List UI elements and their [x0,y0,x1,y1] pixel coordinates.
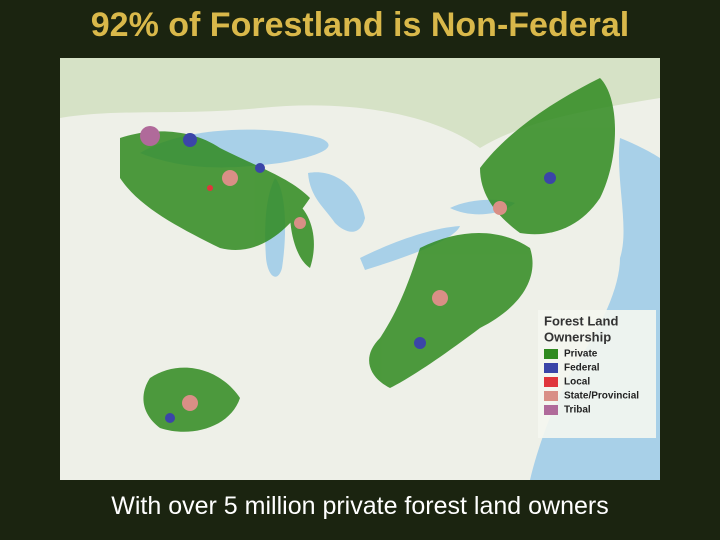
legend-swatch [544,377,558,387]
forest-areas [120,78,615,432]
legend-label: State/Provincial [564,391,639,402]
legend-swatch [544,363,558,373]
title: 92% of Forestland is Non-Federal [90,6,630,44]
legend-title: Forest Land [544,313,618,328]
legend-title: Ownership [544,329,611,344]
forest-map: Forest Land Ownership Private Federal Loca… [60,58,660,480]
caption: With over 5 million private forest land … [111,492,609,520]
legend-label: Tribal [564,405,591,416]
canada [60,58,660,148]
legend-swatch [544,391,558,401]
legend-label: Local [564,377,590,388]
legend-label: Federal [564,363,600,374]
lake-erie [360,226,460,270]
legend-box [538,310,656,438]
legend-label: Private [564,349,598,360]
legend: Forest Land Ownership Private Federal Loca… [544,313,639,416]
lake-huron [308,172,365,232]
legend-swatch [544,349,558,359]
ownership-patches [140,126,556,423]
legend-swatch [544,405,558,415]
